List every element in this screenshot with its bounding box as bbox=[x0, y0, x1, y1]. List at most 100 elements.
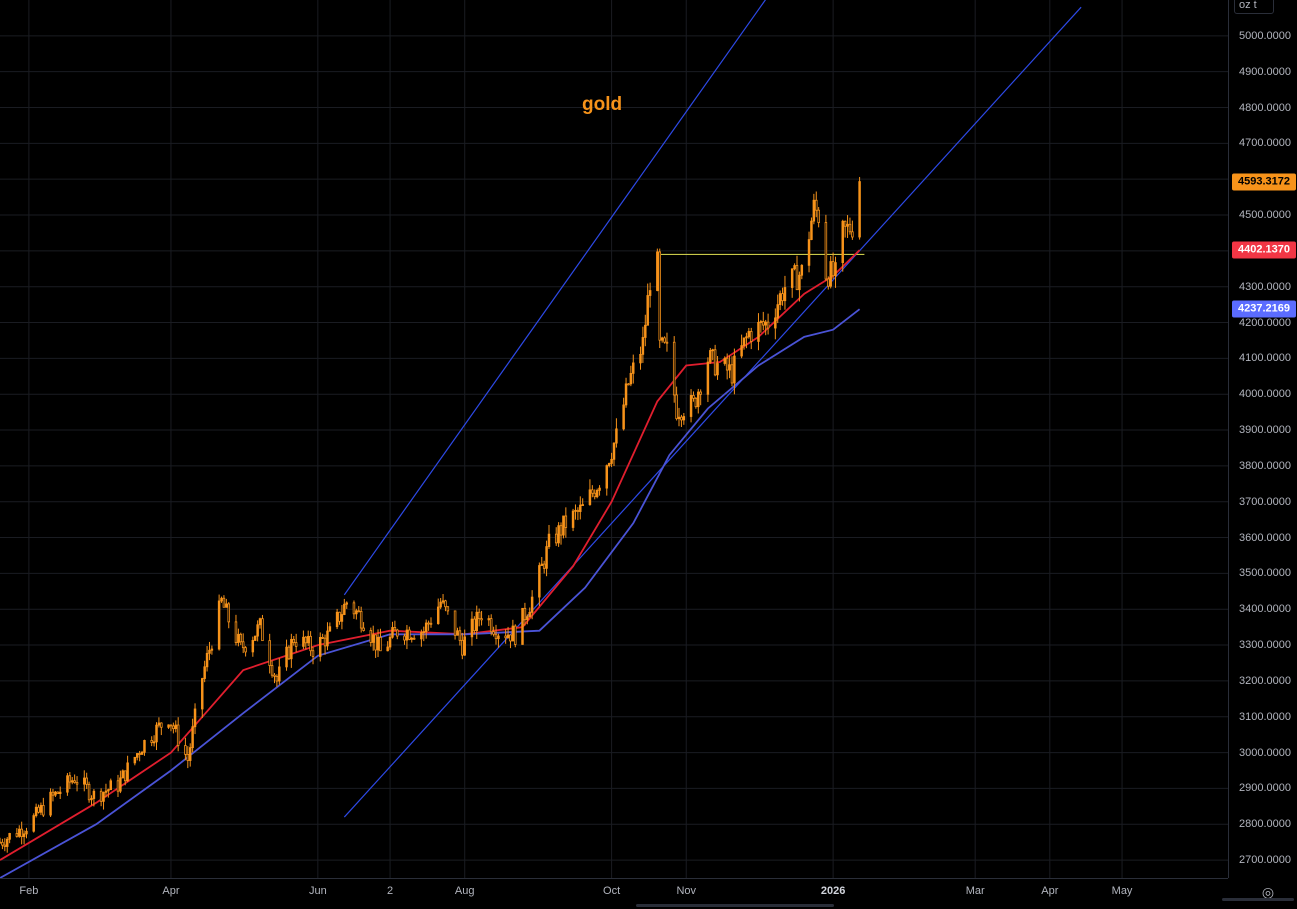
unit-selector-button[interactable]: oz t bbox=[1234, 0, 1274, 14]
price-tick-label: 3600.0000 bbox=[1239, 531, 1291, 544]
candle-body bbox=[610, 458, 613, 464]
candle-body bbox=[191, 726, 194, 749]
candle-body bbox=[526, 616, 529, 621]
candle-body bbox=[116, 780, 120, 792]
candle-body bbox=[136, 753, 139, 758]
candle-body bbox=[251, 640, 255, 653]
candle-body bbox=[328, 626, 332, 632]
candle-body bbox=[834, 262, 837, 277]
candle-body bbox=[709, 350, 712, 363]
candle-body bbox=[408, 629, 411, 640]
candle-body bbox=[576, 509, 580, 512]
candle-body bbox=[391, 627, 394, 638]
candle-body bbox=[470, 618, 474, 638]
price-tick-label: 4700.0000 bbox=[1239, 137, 1291, 150]
candle-body bbox=[656, 251, 659, 291]
candle-body bbox=[812, 199, 816, 222]
price-tick-label: 3100.0000 bbox=[1239, 710, 1291, 723]
candle-body bbox=[509, 634, 512, 642]
candle-body bbox=[102, 791, 105, 802]
time-tick-label: Feb bbox=[19, 885, 39, 897]
candle-body bbox=[169, 724, 173, 727]
candle-body bbox=[817, 209, 820, 223]
candle-body bbox=[58, 791, 62, 795]
chart-settings-icon[interactable]: ◎ bbox=[1261, 884, 1275, 900]
candle-body bbox=[15, 833, 19, 837]
candle-body bbox=[815, 199, 818, 211]
candle-body bbox=[492, 631, 495, 635]
candle-body bbox=[759, 321, 763, 323]
candle-body bbox=[220, 597, 223, 602]
candle-body bbox=[3, 844, 7, 847]
time-tick-label: Mar bbox=[965, 885, 985, 897]
candle-body bbox=[480, 618, 483, 621]
price-tick-label: 2800.0000 bbox=[1239, 818, 1291, 831]
candle-body bbox=[319, 637, 322, 657]
candle-body bbox=[87, 783, 91, 801]
candle-body bbox=[184, 745, 187, 755]
candle-body bbox=[723, 357, 727, 364]
candle-body bbox=[843, 220, 847, 227]
candle-body bbox=[85, 777, 88, 785]
candle-body bbox=[639, 353, 642, 364]
candle-body bbox=[547, 533, 551, 547]
candle-body bbox=[441, 600, 445, 603]
candle-body bbox=[208, 649, 211, 654]
candle-body bbox=[858, 181, 861, 238]
time-tick-label: Aug bbox=[454, 885, 475, 897]
candle-body bbox=[800, 264, 804, 276]
candle-body bbox=[237, 633, 240, 643]
candle-body bbox=[340, 614, 344, 622]
candle-body bbox=[369, 630, 373, 643]
candle-body bbox=[713, 349, 717, 376]
candle-body bbox=[352, 602, 356, 615]
candle-body bbox=[489, 618, 493, 633]
price-tick-label: 2900.0000 bbox=[1239, 782, 1291, 795]
candle-body bbox=[846, 223, 849, 227]
candle-body bbox=[309, 635, 312, 652]
candle-body bbox=[607, 463, 611, 467]
candle-body bbox=[388, 636, 392, 648]
candle-body bbox=[244, 647, 247, 653]
price-tick-label: 3500.0000 bbox=[1239, 567, 1291, 580]
price-axis[interactable]: 2700.0000 2800.0000 2900.0000 3000.0000 3100… bbox=[1228, 0, 1297, 878]
candle-body bbox=[410, 637, 413, 640]
candle-body bbox=[461, 639, 464, 656]
candle-body bbox=[831, 261, 835, 277]
candle-body bbox=[456, 630, 459, 636]
candle-body bbox=[776, 304, 779, 319]
candle-body bbox=[338, 611, 341, 622]
candle-body bbox=[473, 618, 476, 632]
time-scrollbar[interactable] bbox=[636, 904, 834, 907]
candle-body bbox=[217, 600, 221, 650]
candle-body bbox=[557, 525, 560, 544]
chart-plot-area[interactable] bbox=[0, 0, 1228, 878]
candle-body bbox=[644, 324, 647, 338]
candle-body bbox=[665, 341, 669, 344]
trendline-1 bbox=[343, 6, 1082, 818]
candle-body bbox=[692, 395, 695, 399]
candle-body bbox=[335, 611, 339, 628]
price-tick-label: 3300.0000 bbox=[1239, 639, 1291, 652]
candle-body bbox=[581, 504, 584, 506]
time-tick-label: 2026 bbox=[820, 885, 846, 897]
candle-body bbox=[615, 428, 618, 444]
price-tick-label: 3400.0000 bbox=[1239, 603, 1291, 616]
price-tick-label: 4900.0000 bbox=[1239, 65, 1291, 78]
candle-body bbox=[152, 741, 156, 744]
trendline-0 bbox=[343, 0, 767, 596]
candle-body bbox=[571, 510, 575, 528]
candle-body bbox=[42, 805, 45, 816]
candle-body bbox=[542, 563, 546, 569]
candle-body bbox=[595, 489, 599, 498]
time-tick-label: May bbox=[1111, 885, 1133, 897]
candle-body bbox=[646, 295, 649, 326]
time-axis[interactable]: Feb Apr Jun 2 Aug Oct Nov 2026 Mar Apr May bbox=[0, 878, 1228, 909]
candle-body bbox=[167, 724, 170, 728]
candle-body bbox=[34, 806, 38, 817]
candle-body bbox=[477, 611, 481, 620]
price-scrollbar[interactable] bbox=[1222, 898, 1294, 901]
candle-body bbox=[119, 777, 122, 792]
candle-body bbox=[629, 372, 633, 385]
candle-body bbox=[39, 805, 43, 813]
